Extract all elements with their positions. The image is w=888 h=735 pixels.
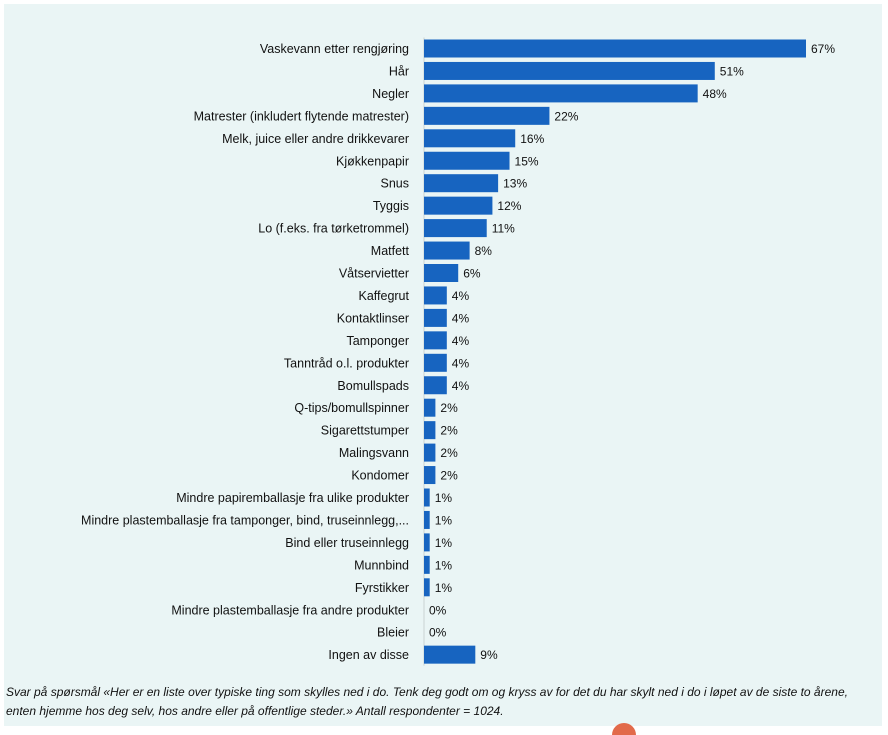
bar xyxy=(424,196,493,215)
category-label: Tamponger xyxy=(346,334,409,348)
value-label: 4% xyxy=(452,311,470,325)
bar xyxy=(424,241,470,260)
value-label: 11% xyxy=(492,222,515,236)
category-label: Kontaktlinser xyxy=(337,311,409,325)
value-label: 4% xyxy=(452,334,470,348)
value-label: 0% xyxy=(429,603,447,617)
bar xyxy=(424,308,447,327)
bar-chart: Vaskevann etter rengjøring Hår Negler Matre… xyxy=(81,37,835,666)
category-label: Våtservietter xyxy=(339,267,409,281)
value-label: 4% xyxy=(452,379,470,393)
bar xyxy=(424,443,436,462)
bar xyxy=(424,488,430,507)
value-label: 4% xyxy=(452,356,470,370)
bar xyxy=(424,39,806,58)
bar xyxy=(424,286,447,305)
category-label: Tanntråd o.l. produkter xyxy=(284,356,409,370)
value-label: 9% xyxy=(480,648,498,662)
bar xyxy=(424,174,499,193)
bar xyxy=(424,106,550,125)
bar xyxy=(424,533,430,552)
bar xyxy=(424,151,510,170)
value-label: 4% xyxy=(452,289,470,303)
value-label: 1% xyxy=(435,513,453,527)
bar xyxy=(424,61,715,80)
value-label: 51% xyxy=(720,64,744,78)
bar xyxy=(424,578,430,597)
value-label: 13% xyxy=(503,177,527,191)
value-label: 1% xyxy=(435,558,453,572)
category-label: Bomullspads xyxy=(337,379,409,393)
bar xyxy=(424,331,447,350)
value-labels-group: 67% 51% 48% 22% 16% 15% 13% 12% 11% 8% 6% 4% 4% 4% 4% 4… xyxy=(429,42,835,662)
category-label: Hår xyxy=(389,64,409,78)
value-label: 22% xyxy=(554,109,578,123)
bar xyxy=(424,398,436,417)
category-label: Mindre plastemballasje fra tamponger, bi… xyxy=(81,513,409,527)
bars-group xyxy=(424,39,806,664)
bar xyxy=(424,555,430,574)
value-label: 2% xyxy=(440,401,458,415)
category-label: Snus xyxy=(381,177,410,191)
category-label: Bind eller truseinnlegg xyxy=(285,536,409,550)
value-label: 16% xyxy=(520,132,544,146)
category-label: Q-tips/bomullspinner xyxy=(294,401,409,415)
value-label: 48% xyxy=(703,87,727,101)
category-label: Kondomer xyxy=(351,469,409,483)
category-label: Sigarettstumper xyxy=(321,424,409,438)
bar xyxy=(424,264,459,282)
category-label: Munnbind xyxy=(354,558,409,572)
category-label: Lo (f.eks. fra tørketrommel) xyxy=(258,222,409,236)
category-label: Kjøkkenpapir xyxy=(336,154,409,168)
value-label: 2% xyxy=(440,424,458,438)
bar xyxy=(424,353,447,372)
bar xyxy=(424,510,430,529)
value-label: 6% xyxy=(463,267,481,281)
survey-note: Svar på spørsmål «Her er en liste over t… xyxy=(6,685,848,718)
category-label: Matrester (inkludert flytende matrester) xyxy=(194,109,409,123)
category-label: Tyggis xyxy=(373,199,409,213)
bar xyxy=(424,376,447,395)
value-label: 1% xyxy=(435,581,453,595)
value-label: 1% xyxy=(435,491,453,505)
value-label: 12% xyxy=(497,199,521,213)
bar xyxy=(424,466,436,485)
category-label: Mindre plastemballasje fra andre produkt… xyxy=(171,603,409,617)
category-label: Matfett xyxy=(371,244,410,258)
value-label: 2% xyxy=(440,446,458,460)
bar xyxy=(424,219,487,238)
category-label: Malingsvann xyxy=(339,446,409,460)
value-label: 8% xyxy=(475,244,493,258)
category-label: Kaffegrut xyxy=(358,289,409,303)
value-label: 0% xyxy=(429,626,447,640)
value-label: 15% xyxy=(515,154,539,168)
bar xyxy=(424,84,698,103)
category-label: Fyrstikker xyxy=(355,581,409,595)
category-label: Ingen av disse xyxy=(328,648,409,662)
category-label: Melk, juice eller andre drikkevarer xyxy=(222,132,409,146)
category-label: Mindre papiremballasje fra ulike produkt… xyxy=(176,491,409,505)
bar xyxy=(424,129,516,148)
value-label: 1% xyxy=(435,536,453,550)
category-label: Bleier xyxy=(377,626,409,640)
bar xyxy=(424,645,476,664)
value-label: 2% xyxy=(440,469,458,483)
value-label: 67% xyxy=(811,42,835,56)
category-labels-group: Vaskevann etter rengjøring Hår Negler Matre… xyxy=(81,42,409,662)
category-label: Vaskevann etter rengjøring xyxy=(260,42,409,56)
bar xyxy=(424,421,436,440)
category-label: Negler xyxy=(372,87,409,101)
